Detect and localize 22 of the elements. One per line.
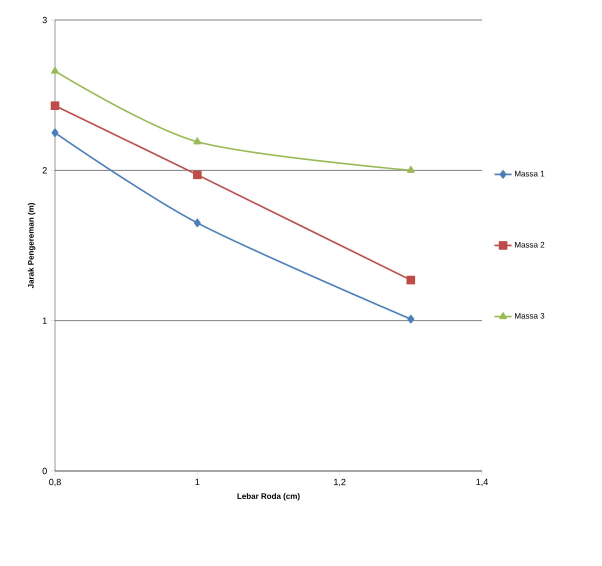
point [194,137,202,144]
point [50,101,60,110]
y-tick-label: 1 [42,318,47,324]
point [193,170,202,180]
x-tick-label: 1 [196,478,200,485]
point [407,314,414,324]
y-tick-label: 2 [42,167,47,174]
point [52,128,58,138]
point [406,276,416,284]
x-axis-title: Lebar Roda (cm) [237,493,300,501]
point [51,66,59,74]
legend-label: Massa 1 [515,170,544,176]
y-axis-title: Jarak Pengereman (m) [28,203,36,288]
legend-label: Massa 3 [515,313,544,319]
legend-label: Massa 2 [515,242,544,248]
point [407,166,415,173]
point [194,218,201,228]
y-tick-label: 0 [42,468,47,474]
x-tick-label: 1,2 [334,478,346,486]
y-tick-label: 3 [42,16,47,24]
x-tick-label: 0,8 [49,478,61,486]
x-tick-label: 1,4 [476,478,488,486]
